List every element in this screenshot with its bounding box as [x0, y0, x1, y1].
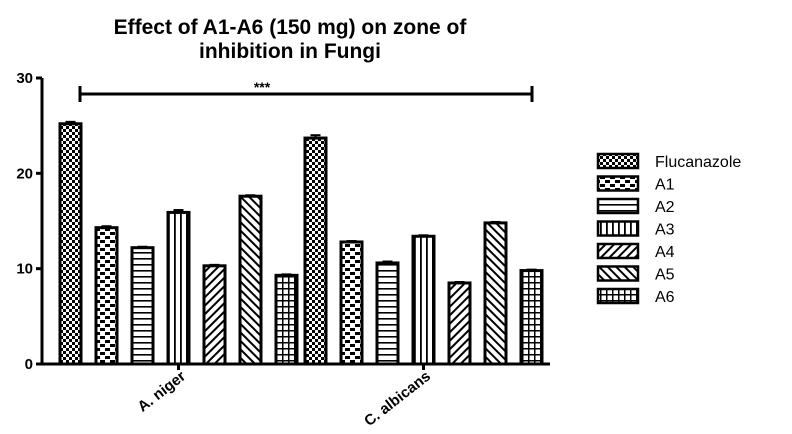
legend-swatch-a6 [596, 287, 640, 305]
legend-label-a6: A6 [655, 289, 675, 306]
x-category-label: C. albicans [361, 368, 434, 430]
legend-label-a5: A5 [655, 267, 675, 284]
y-tick-label: 30 [16, 70, 33, 87]
legend-swatch-a2 [596, 197, 640, 215]
bar-a3-c-albicans [411, 234, 436, 366]
bar-a1-c-albicans [339, 240, 364, 366]
bar-flucanazole-c-albicans [303, 136, 328, 366]
legend-label-a2: A2 [655, 199, 675, 216]
bar-a4-c-albicans [447, 281, 472, 366]
bar-a5-c-albicans [483, 221, 508, 366]
chart-legend: Flucanazole A1 A2 A3 A4 A5 A6 [596, 152, 741, 306]
bar-a1-a-niger [94, 226, 119, 366]
legend-swatch-a4 [596, 242, 640, 260]
legend-swatch-a5 [596, 265, 640, 282]
legend-swatch-a1 [596, 175, 640, 192]
legend-swatch-a3 [596, 220, 640, 237]
x-category-label: A. niger [134, 368, 189, 416]
legend-label-a4: A4 [655, 244, 675, 261]
y-tick-label: 20 [16, 165, 33, 182]
bar-a3-a-niger [166, 210, 191, 366]
bar-a6-c-albicans [519, 269, 544, 366]
legend-label-a1: A1 [655, 177, 675, 194]
bar-a6-a-niger [274, 273, 299, 366]
bar-a2-c-albicans [375, 261, 400, 366]
legend-label-a3: A3 [655, 222, 675, 239]
significance-bracket: *** [78, 79, 534, 102]
y-tick-label: 10 [16, 261, 33, 278]
bar-a5-a-niger [238, 194, 263, 366]
chart-bars [58, 120, 544, 366]
legend-label-flucanazole: Flucanazole [655, 154, 741, 171]
legend-swatch-flucanazole [596, 152, 640, 170]
bar-a4-a-niger [202, 264, 227, 366]
significance-label: *** [254, 79, 271, 95]
bar-a2-a-niger [130, 246, 155, 366]
chart-title-line1: Effect of A1-A6 (150 mg) on zone of [114, 16, 468, 39]
chart-title-line2: inhibition in Fungi [199, 40, 381, 63]
bar-flucanazole-a-niger [58, 122, 83, 366]
y-tick-label: 0 [25, 356, 33, 373]
